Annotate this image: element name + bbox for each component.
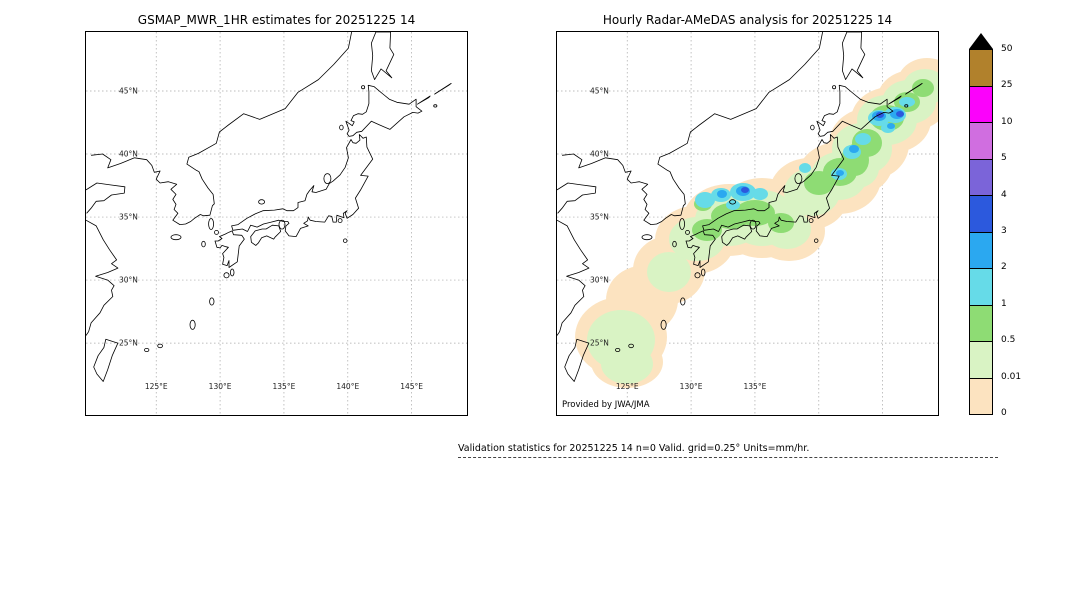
lon-tick-label: 130°E (209, 382, 232, 391)
colorbar-overflow-arrow-icon (969, 33, 993, 49)
lat-tick-label: 35°N (590, 213, 609, 222)
colorbar-cell (970, 377, 992, 414)
tick-labels: 45°N 40°N 35°N 30°N 25°N 125°E 130°E 135°E (590, 86, 767, 391)
lat-tick-label: 30°N (590, 276, 609, 285)
colorbar-cell (970, 341, 992, 378)
coastlines (86, 32, 452, 382)
colorbar-tick-label: 0 (1001, 408, 1007, 418)
lon-tick-label: 125°E (616, 382, 639, 391)
colorbar-cell (970, 268, 992, 305)
lat-tick-label: 35°N (119, 213, 138, 222)
lat-tick-label: 25°N (590, 339, 609, 348)
colorbar-cell (970, 195, 992, 232)
islands (144, 85, 438, 352)
colorbar-cell (970, 304, 992, 341)
radar-amedas-map-svg: 45°N 40°N 35°N 30°N 25°N 125°E 130°E 135°E (557, 32, 938, 415)
gsmap-map-svg: 45°N 40°N 35°N 30°N 25°N 125°E 130°E 135°E 140°E… (86, 32, 467, 415)
lon-tick-label: 135°E (744, 382, 767, 391)
colorbar-cell (970, 231, 992, 268)
right-panel-title: Hourly Radar-AMeDAS analysis for 2025122… (602, 13, 893, 27)
colorbar-tick-label: 5 (1001, 153, 1007, 164)
lon-tick-label: 140°E (336, 382, 359, 391)
colorbar-tick-label: 3 (1001, 226, 1007, 236)
colorbar-tick-label: 0.5 (1001, 335, 1016, 346)
colorbar-cell (970, 158, 992, 195)
colorbar-cell (970, 50, 992, 86)
coastlines (557, 32, 923, 382)
tick-labels: 45°N 40°N 35°N 30°N 25°N 125°E 130°E 135°E 140°E… (119, 86, 423, 391)
lon-tick-label: 125°E (145, 382, 168, 391)
colorbar-tick-label: 2 (1001, 262, 1007, 273)
colorbar-tick-label: 10 (1001, 116, 1013, 127)
lat-tick-label: 40°N (119, 150, 138, 159)
validation-stats-text: Validation statistics for 20251225 14 n=… (458, 443, 998, 458)
lon-tick-label: 130°E (680, 382, 703, 391)
radar-amedas-map-panel: 45°N 40°N 35°N 30°N 25°N 125°E 130°E 135°E Prov… (556, 31, 939, 416)
colorbar-tick-label: 1 (1001, 298, 1007, 309)
colorbar-cell (970, 122, 992, 159)
precip-shading (575, 58, 938, 388)
lat-tick-label: 25°N (119, 339, 138, 348)
colorbar-tick-label: 50 (1001, 44, 1013, 54)
lat-tick-label: 30°N (119, 276, 138, 285)
lon-tick-label: 135°E (273, 382, 296, 391)
grid-lines (86, 32, 467, 415)
lat-tick-label: 45°N (119, 86, 138, 95)
gsmap-map-panel: 45°N 40°N 35°N 30°N 25°N 125°E 130°E 135°E 140°E… (85, 31, 468, 416)
lat-tick-label: 45°N (590, 86, 609, 95)
colorbar-tick-label: 4 (1001, 189, 1007, 200)
lat-tick-label: 40°N (590, 150, 609, 159)
colorbar (969, 33, 993, 415)
lon-tick-label: 145°E (400, 382, 423, 391)
islands (615, 85, 909, 352)
colorbar-cell (970, 85, 992, 122)
colorbar-cells (969, 49, 993, 415)
colorbar-tick-label: 0.01 (1001, 371, 1022, 382)
left-panel-title: GSMAP_MWR_1HR estimates for 20251225 14 (137, 13, 416, 27)
colorbar-tick-label: 25 (1001, 80, 1013, 91)
credit-label: Provided by JWA/JMA (560, 400, 652, 410)
